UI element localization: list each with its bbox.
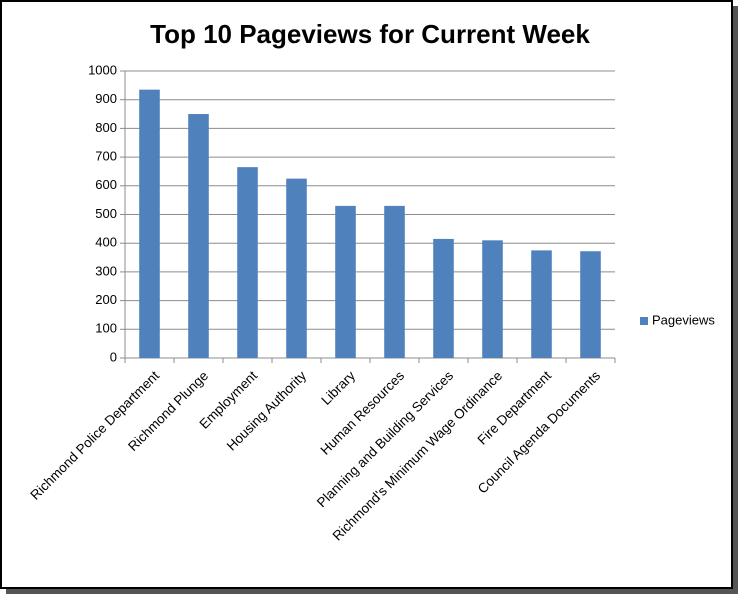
bar <box>139 89 160 358</box>
frame-shadow <box>6 589 738 594</box>
y-tick-label: 1000 <box>88 62 117 77</box>
bar <box>433 238 454 358</box>
bar <box>482 240 503 358</box>
y-tick-label: 600 <box>95 177 117 192</box>
y-tick-label: 700 <box>95 149 117 164</box>
y-tick-label: 400 <box>95 235 117 250</box>
bar <box>384 205 405 358</box>
bar <box>531 250 552 358</box>
bar <box>580 251 601 358</box>
y-tick-label: 900 <box>95 91 117 106</box>
y-tick-label: 300 <box>95 263 117 278</box>
y-tick-label: 100 <box>95 321 117 336</box>
y-tick-label: 800 <box>95 120 117 135</box>
bar <box>286 178 307 358</box>
frame-shadow <box>733 6 738 593</box>
chart-title: Top 10 Pageviews for Current Week <box>150 19 590 49</box>
bar <box>335 205 356 358</box>
y-tick-label: 0 <box>110 349 117 364</box>
bar <box>237 167 258 358</box>
y-tick-label: 500 <box>95 206 117 221</box>
bar <box>188 114 209 358</box>
legend-swatch <box>640 317 648 325</box>
legend-label: Pageviews <box>652 312 715 327</box>
y-tick-label: 200 <box>95 292 117 307</box>
